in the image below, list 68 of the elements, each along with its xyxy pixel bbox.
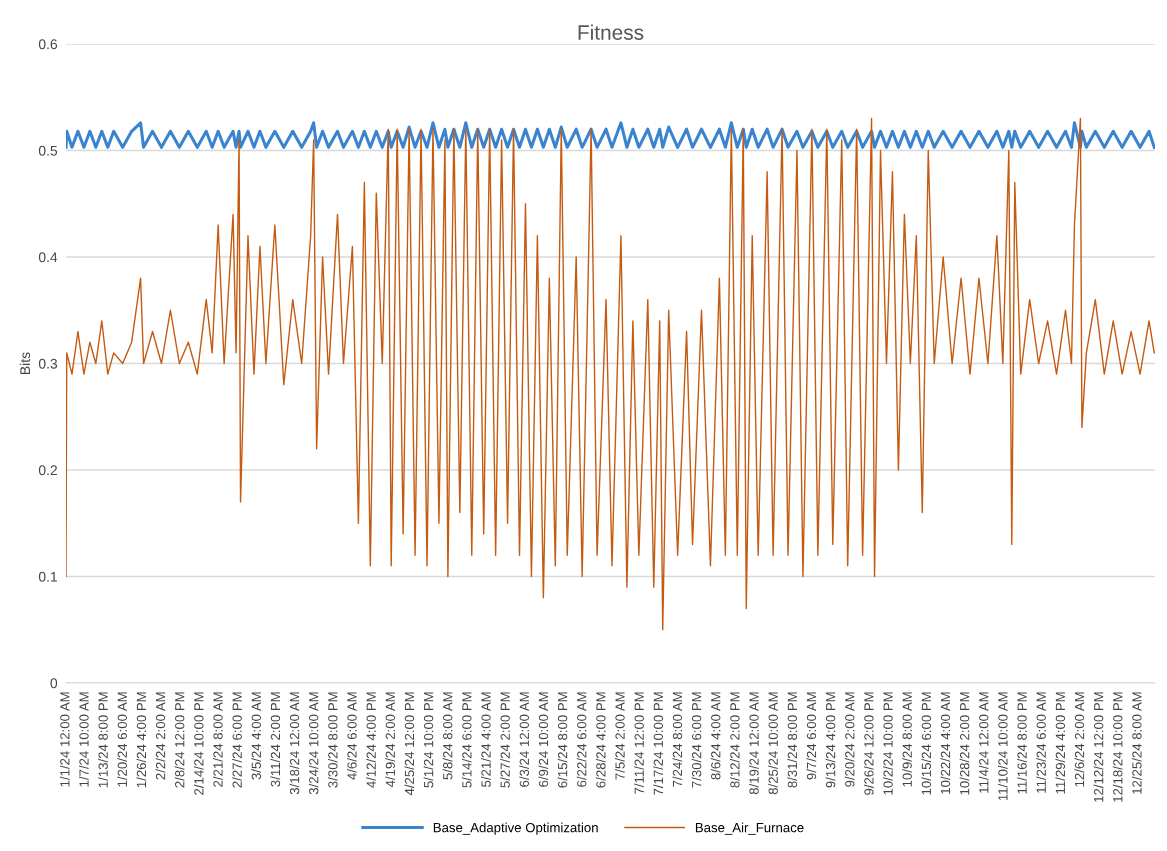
x-tick-label: 3/11/24 2:00 PM [270,692,281,787]
x-tick-label: 10/28/24 2:00 PM [959,692,970,795]
x-tick-label: 8/19/24 12:00 AM [749,692,759,795]
x-tick-label: 7/11/24 12:00 PM [634,692,644,794]
x-tick-label: 2/14/24 10:00 PM [193,692,204,795]
x-tick-label: 8/25/24 10:00 AM [768,692,778,795]
x-tick-label: 9/13/24 4:00 PM [825,692,836,788]
x-tick-label: 2/8/24 12:00 PM [174,692,185,788]
x-tick-label: 6/3/24 12:00 AM [519,692,530,787]
x-tick-label: 10/15/24 6:00 PM [921,692,932,795]
x-tick-label: 3/24/24 10:00 AM [308,692,319,795]
x-tick-label: 10/9/24 8:00 AM [902,692,912,787]
x-tick-label: 10/2/24 10:00 PM [883,692,893,795]
y-tick-label: 0.3 [38,358,58,369]
x-tick-label: 11/10/24 10:00 AM [997,692,1008,801]
y-tick-label: 0.2 [38,465,57,476]
x-tick-label: 9/26/24 12:00 PM [863,692,874,795]
x-tick-label: 8/12/24 2:00 PM [729,692,740,788]
x-tick-label: 4/12/24 4:00 PM [366,692,376,788]
x-tick-label: 12/18/24 10:00 PM [1112,692,1123,802]
x-tick-label: 3/18/24 12:00 AM [289,692,300,795]
x-tick-label: 6/15/24 8:00 PM [557,692,568,788]
x-tick-label: 3/5/24 4:00 AM [251,692,261,780]
x-tick-label: 6/22/24 6:00 AM [576,692,587,787]
y-tick-label: 0.6 [38,39,58,50]
x-tick-label: 7/24/24 8:00 AM [672,692,683,787]
x-tick-label: 11/16/24 8:00 PM [1017,692,1027,794]
y-tick-label: 0.4 [38,252,58,263]
x-tick-label: 1/1/24 12:00 AM [59,692,70,787]
legend-label: Base_Adaptive Optimization [433,822,598,835]
x-tick-label: 7/17/24 10:00 PM [653,692,664,795]
x-tick-label: 9/7/24 6:00 AM [806,692,817,780]
y-tick-label: 0.5 [38,145,58,156]
x-tick-label: 8/6/24 4:00 AM [710,692,721,780]
legend-label: Base_Air_Furnace [695,822,804,835]
x-tick-label: 1/26/24 4:00 PM [136,692,147,788]
x-tick-label: 11/4/24 12:00 AM [978,692,989,793]
x-tick-label: 8/31/24 8:00 PM [787,692,798,788]
x-tick-label: 4/6/24 6:00 AM [347,692,357,780]
x-tick-label: 5/8/24 8:00 AM [442,692,453,780]
x-tick-label: 9/20/24 2:00 AM [844,692,855,787]
x-tick-label: 2/27/24 6:00 PM [232,692,242,788]
x-tick-label: 11/29/24 4:00 PM [1055,692,1066,794]
x-tick-label: 11/23/24 6:00 AM [1036,692,1046,793]
x-tick-label: 5/14/24 6:00 PM [461,692,472,788]
chart-title: Fitness [578,24,644,40]
x-tick-label: 12/12/24 12:00 PM [1093,692,1104,802]
x-tick-label: 6/28/24 4:00 PM [595,692,606,788]
y-axis-title: Bits [19,352,31,374]
x-tick-label: 5/1/24 10:00 PM [423,692,434,788]
x-tick-label: 2/21/24 8:00 AM [213,692,223,787]
x-tick-label: 1/7/24 10:00 AM [78,692,89,787]
x-tick-label: 1/20/24 6:00 AM [117,692,127,787]
x-tick-label: 12/6/24 2:00 AM [1074,692,1085,787]
x-tick-label: 3/30/24 8:00 PM [327,692,338,788]
x-tick-label: 4/25/24 12:00 PM [404,692,415,796]
x-tick-label: 7/5/24 2:00 AM [615,692,625,780]
x-tick-label: 5/27/24 2:00 PM [500,692,510,788]
y-tick-label: 0 [50,678,58,689]
x-tick-label: 10/22/24 4:00 AM [940,692,951,794]
x-tick-label: 5/21/24 4:00 AM [481,692,491,787]
x-tick-label: 12/25/24 8:00 AM [1131,692,1142,794]
x-tick-label: 4/19/24 2:00 AM [385,692,395,788]
x-tick-label: 7/30/24 6:00 PM [691,692,702,788]
y-tick-label: 0.1 [38,571,57,582]
x-tick-label: 2/2/24 2:00 AM [155,692,166,780]
x-tick-label: 1/13/24 8:00 PM [98,692,108,788]
x-tick-label: 6/9/24 10:00 AM [538,692,549,787]
